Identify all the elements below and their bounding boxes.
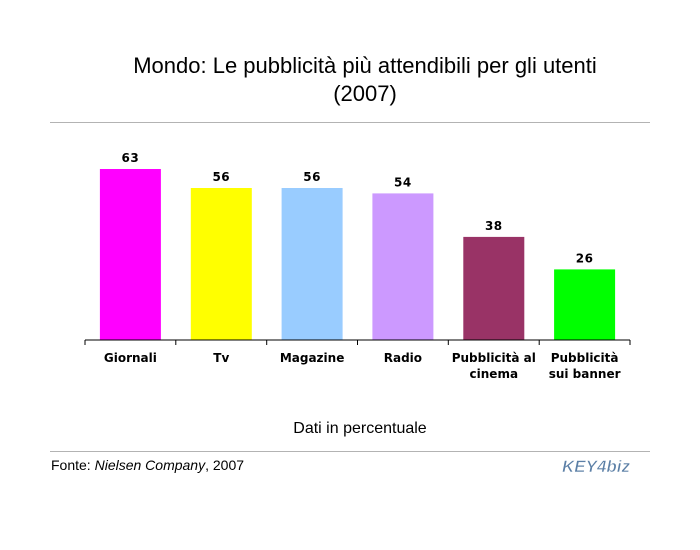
bar-1	[190, 188, 252, 340]
bar-4	[463, 236, 525, 340]
category-label-2: Magazine	[280, 351, 345, 365]
key4biz-logo: KEY4biz	[560, 455, 650, 482]
category-label-1: Tv	[213, 351, 229, 365]
data-label-0: 63	[122, 151, 140, 165]
source-name: Nielsen Company	[94, 457, 206, 473]
bottom-divider	[50, 451, 650, 452]
bar-2	[281, 188, 343, 340]
category-label-3: Radio	[384, 351, 422, 365]
data-label-2: 56	[303, 170, 321, 184]
source-note: Fonte: Nielsen Company, 2007	[51, 457, 244, 473]
top-divider	[50, 122, 650, 123]
chart-title: Mondo: Le pubblicità più attendibili per…	[100, 52, 630, 108]
bar-3	[372, 193, 434, 340]
svg-text:KEY4biz: KEY4biz	[562, 457, 631, 476]
data-label-4: 38	[485, 219, 503, 233]
category-label-5: Pubblicità sui banner	[549, 351, 621, 381]
source-prefix: Fonte:	[51, 457, 95, 473]
category-label-4: Pubblicità al cinema	[452, 351, 536, 381]
source-suffix: , 2007	[205, 457, 245, 473]
data-label-5: 26	[576, 251, 594, 265]
chart-title-line2: (2007)	[333, 81, 397, 106]
bar-5	[554, 269, 616, 340]
data-label-3: 54	[394, 175, 412, 189]
category-label-0: Giornali	[104, 351, 157, 365]
data-label-1: 56	[212, 170, 230, 184]
chart-title-line1: Mondo: Le pubblicità più attendibili per…	[133, 53, 597, 78]
bar-0	[99, 169, 161, 340]
chart-subtitle: Dati in percentuale	[293, 420, 427, 437]
